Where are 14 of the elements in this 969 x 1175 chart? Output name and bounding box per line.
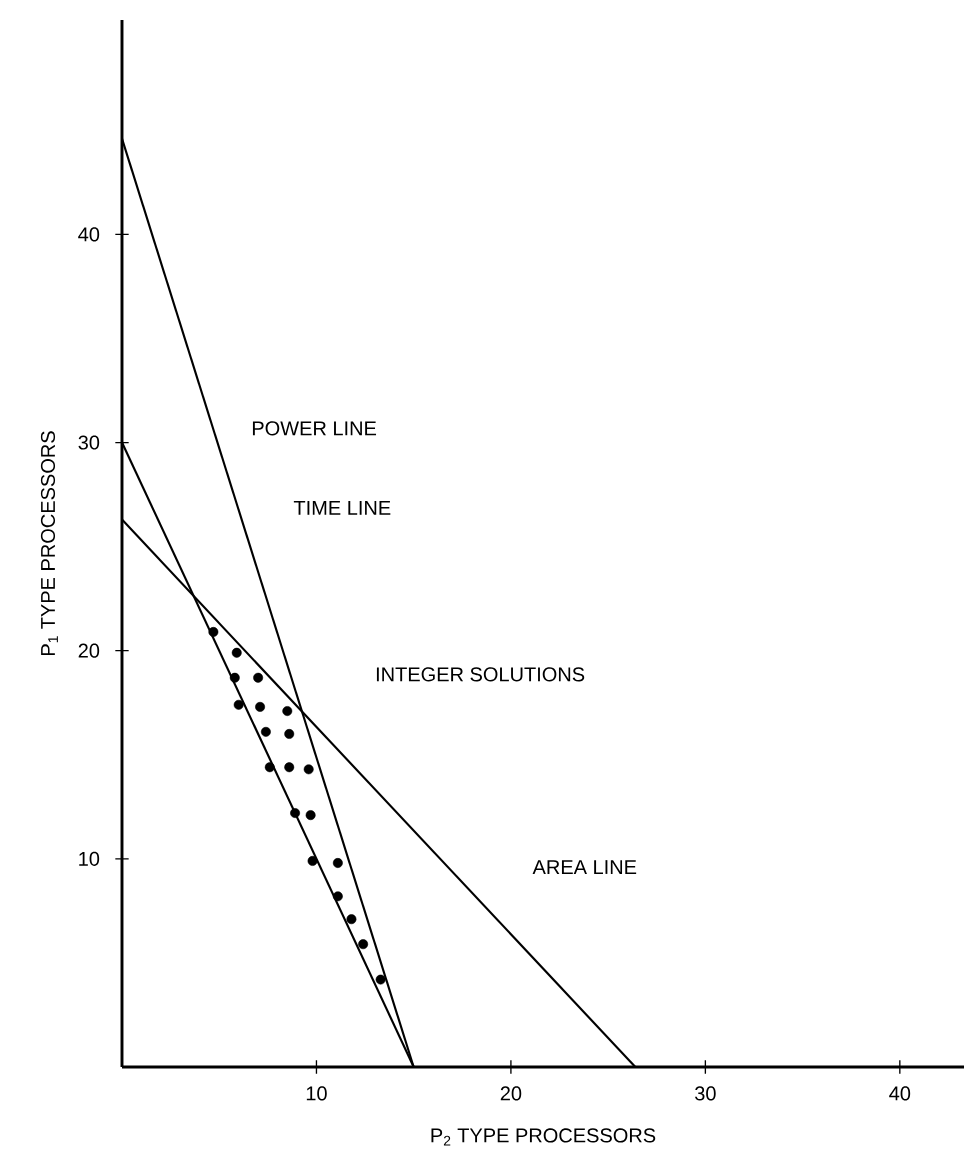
annotation: AREA LINE <box>532 860 637 874</box>
x-axis-title: P$_{2}$ TYPE PROCESSORS <box>431 1128 656 1146</box>
x-tick-label: 40 <box>889 1086 911 1101</box>
annotation: TIME LINE <box>293 501 391 515</box>
y-tick-label: 20 <box>78 643 100 658</box>
y-tick-label: 10 <box>79 851 100 866</box>
x-tick-label: 20 <box>500 1086 522 1101</box>
y-tick-label: 30 <box>78 435 100 450</box>
annotation: INTEGER SOLUTIONS <box>376 667 585 682</box>
y-axis-title: P$_{1}$ TYPE PROCESSORS <box>40 431 58 656</box>
annotation: POWER LINE <box>252 421 377 436</box>
y-tick-label: 40 <box>78 227 100 242</box>
x-tick-label: 10 <box>306 1086 327 1101</box>
x-tick-label: 30 <box>695 1086 716 1101</box>
